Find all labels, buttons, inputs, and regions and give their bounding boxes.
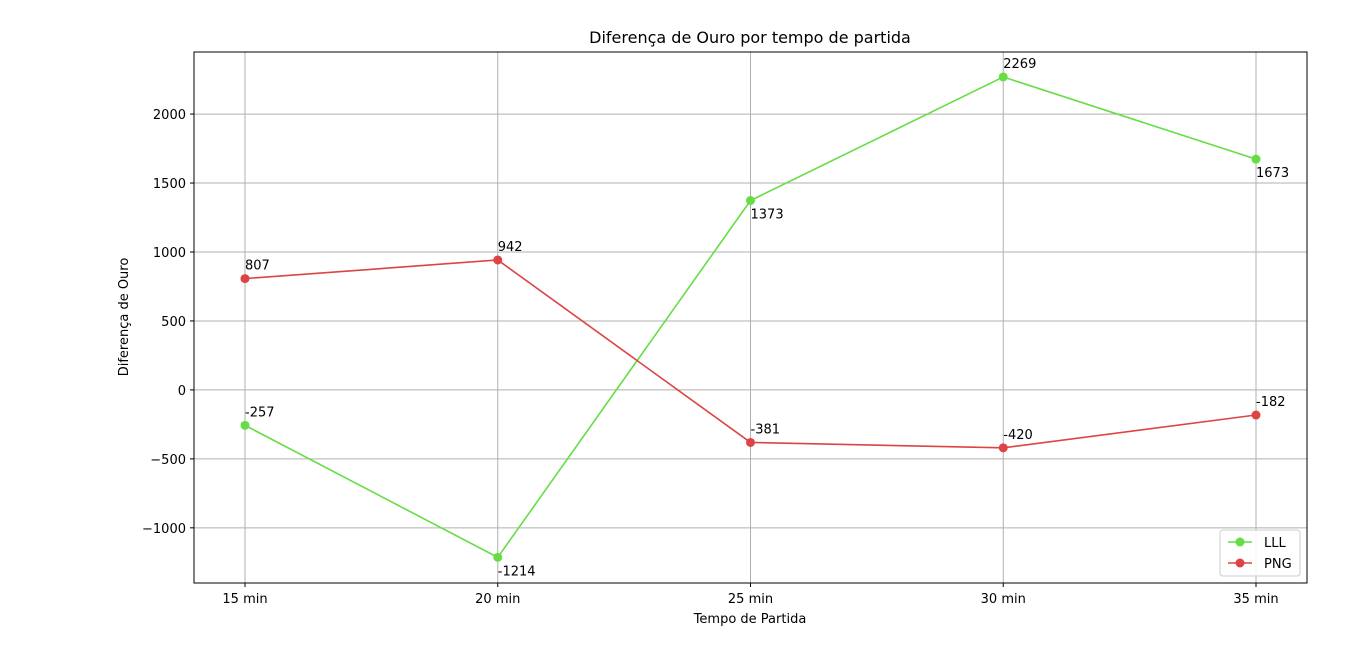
data-point <box>493 255 503 265</box>
data-point <box>1251 410 1261 420</box>
data-point <box>1251 154 1261 164</box>
data-label: 2269 <box>1003 57 1036 72</box>
series-layer: -257 -1214 1373 2269 1673 807 942 -381 -420 -182 <box>240 57 1289 579</box>
series-lll: -257 -1214 1373 2269 1673 <box>240 57 1289 579</box>
data-label: -381 <box>751 422 781 437</box>
data-point <box>998 72 1008 82</box>
x-tick-label: 15 min <box>222 592 267 607</box>
grid <box>194 52 1307 583</box>
y-tick-label: 0 <box>178 384 186 399</box>
data-point <box>746 196 755 206</box>
y-tick-label: 1000 <box>153 246 186 261</box>
data-label: 942 <box>498 240 523 255</box>
x-tick-label: 30 min <box>981 592 1026 607</box>
data-point <box>240 274 250 284</box>
data-point <box>746 437 755 447</box>
data-point <box>493 552 503 562</box>
legend-label: PNG <box>1264 557 1292 572</box>
x-tick-label: 20 min <box>475 592 520 607</box>
y-tick-label: 500 <box>161 315 186 330</box>
series-png: 807 942 -381 -420 -182 <box>240 240 1286 453</box>
data-label: -420 <box>1003 428 1033 443</box>
y-tick-label: −500 <box>150 453 186 468</box>
y-axis-label: Diferença de Ouro <box>117 258 132 377</box>
x-axis-label: Tempo de Partida <box>693 612 807 627</box>
y-tick-label: 1500 <box>153 177 186 192</box>
legend-marker <box>1235 537 1245 547</box>
y-tick-label: −1000 <box>142 522 186 537</box>
data-label: 1673 <box>1256 166 1289 181</box>
data-point <box>998 443 1008 453</box>
data-label: -1214 <box>498 564 536 579</box>
legend: LLL PNG <box>1219 529 1301 577</box>
axis-ticks: 15 min 20 min 25 min 30 min 35 min −1000 −500 0… <box>142 108 1279 607</box>
data-label: -182 <box>1256 395 1286 410</box>
data-label: -257 <box>245 405 275 420</box>
legend-label: LLL <box>1264 536 1286 551</box>
y-tick-label: 2000 <box>153 108 186 123</box>
data-label: 807 <box>245 259 270 274</box>
data-label: 1373 <box>751 208 784 223</box>
legend-marker <box>1235 558 1245 568</box>
data-point <box>240 420 250 430</box>
x-tick-label: 35 min <box>1233 592 1278 607</box>
x-tick-label: 25 min <box>728 592 773 607</box>
chart-title: Diferença de Ouro por tempo de partida <box>589 28 911 47</box>
